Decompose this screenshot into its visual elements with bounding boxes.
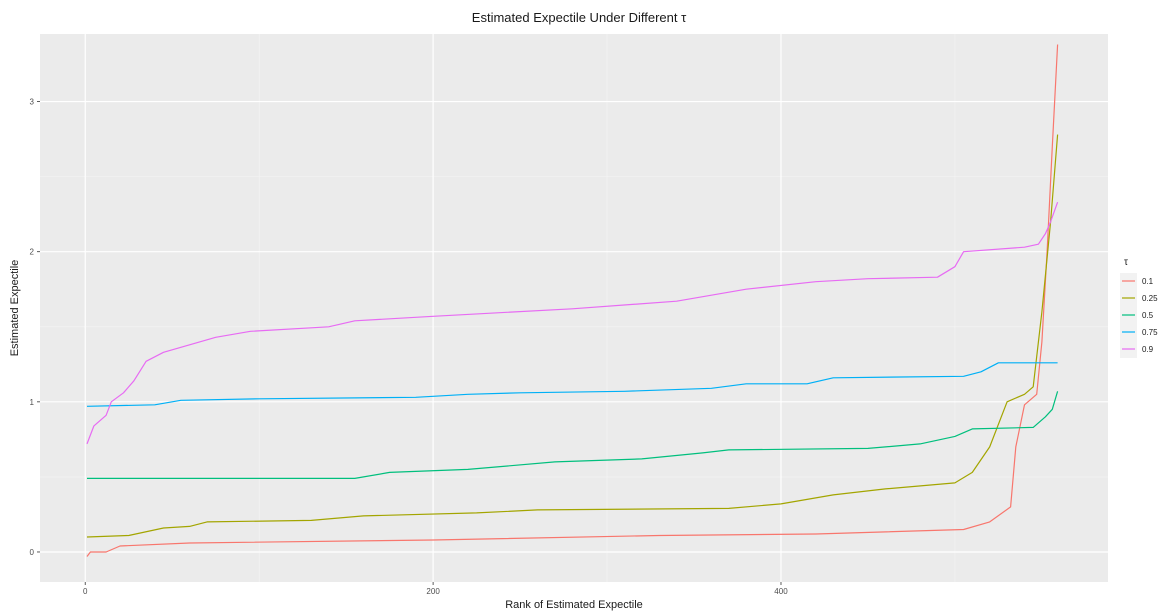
y-axis-label: Estimated Expectile [9,260,21,357]
chart-title: Estimated Expectile Under Different τ [472,10,687,25]
y-tick-label: 2 [30,248,35,257]
legend-label-0.1: 0.1 [1142,277,1154,286]
legend-label-0.5: 0.5 [1142,311,1154,320]
x-axis-label: Rank of Estimated Expectile [505,599,643,611]
series-line-0.1 [86,44,1059,557]
series-line-0.75 [86,362,1058,407]
major-gridlines [40,34,1108,582]
x-tick-label: 200 [426,587,440,596]
legend-title: τ [1124,257,1128,268]
y-tick-label: 3 [30,98,35,107]
series-line-0.5 [87,391,1059,479]
legend: τ 0.1 0.25 0.5 0.75 0.9 [1120,257,1158,358]
series-lines [86,44,1059,557]
legend-label-0.9: 0.9 [1142,345,1154,354]
y-axis: 0 1 2 3 [30,98,40,557]
legend-label-0.25: 0.25 [1142,294,1158,303]
legend-label-0.75: 0.75 [1142,328,1158,337]
plot-panel [40,34,1108,582]
x-tick-label: 0 [83,587,88,596]
x-tick-label: 400 [774,587,788,596]
x-axis: 0 200 400 [83,582,788,596]
series-line-0.9 [86,201,1059,445]
minor-gridlines [40,34,1108,582]
y-tick-label: 0 [30,548,35,557]
y-tick-label: 1 [30,398,35,407]
series-line-0.25 [86,134,1059,538]
